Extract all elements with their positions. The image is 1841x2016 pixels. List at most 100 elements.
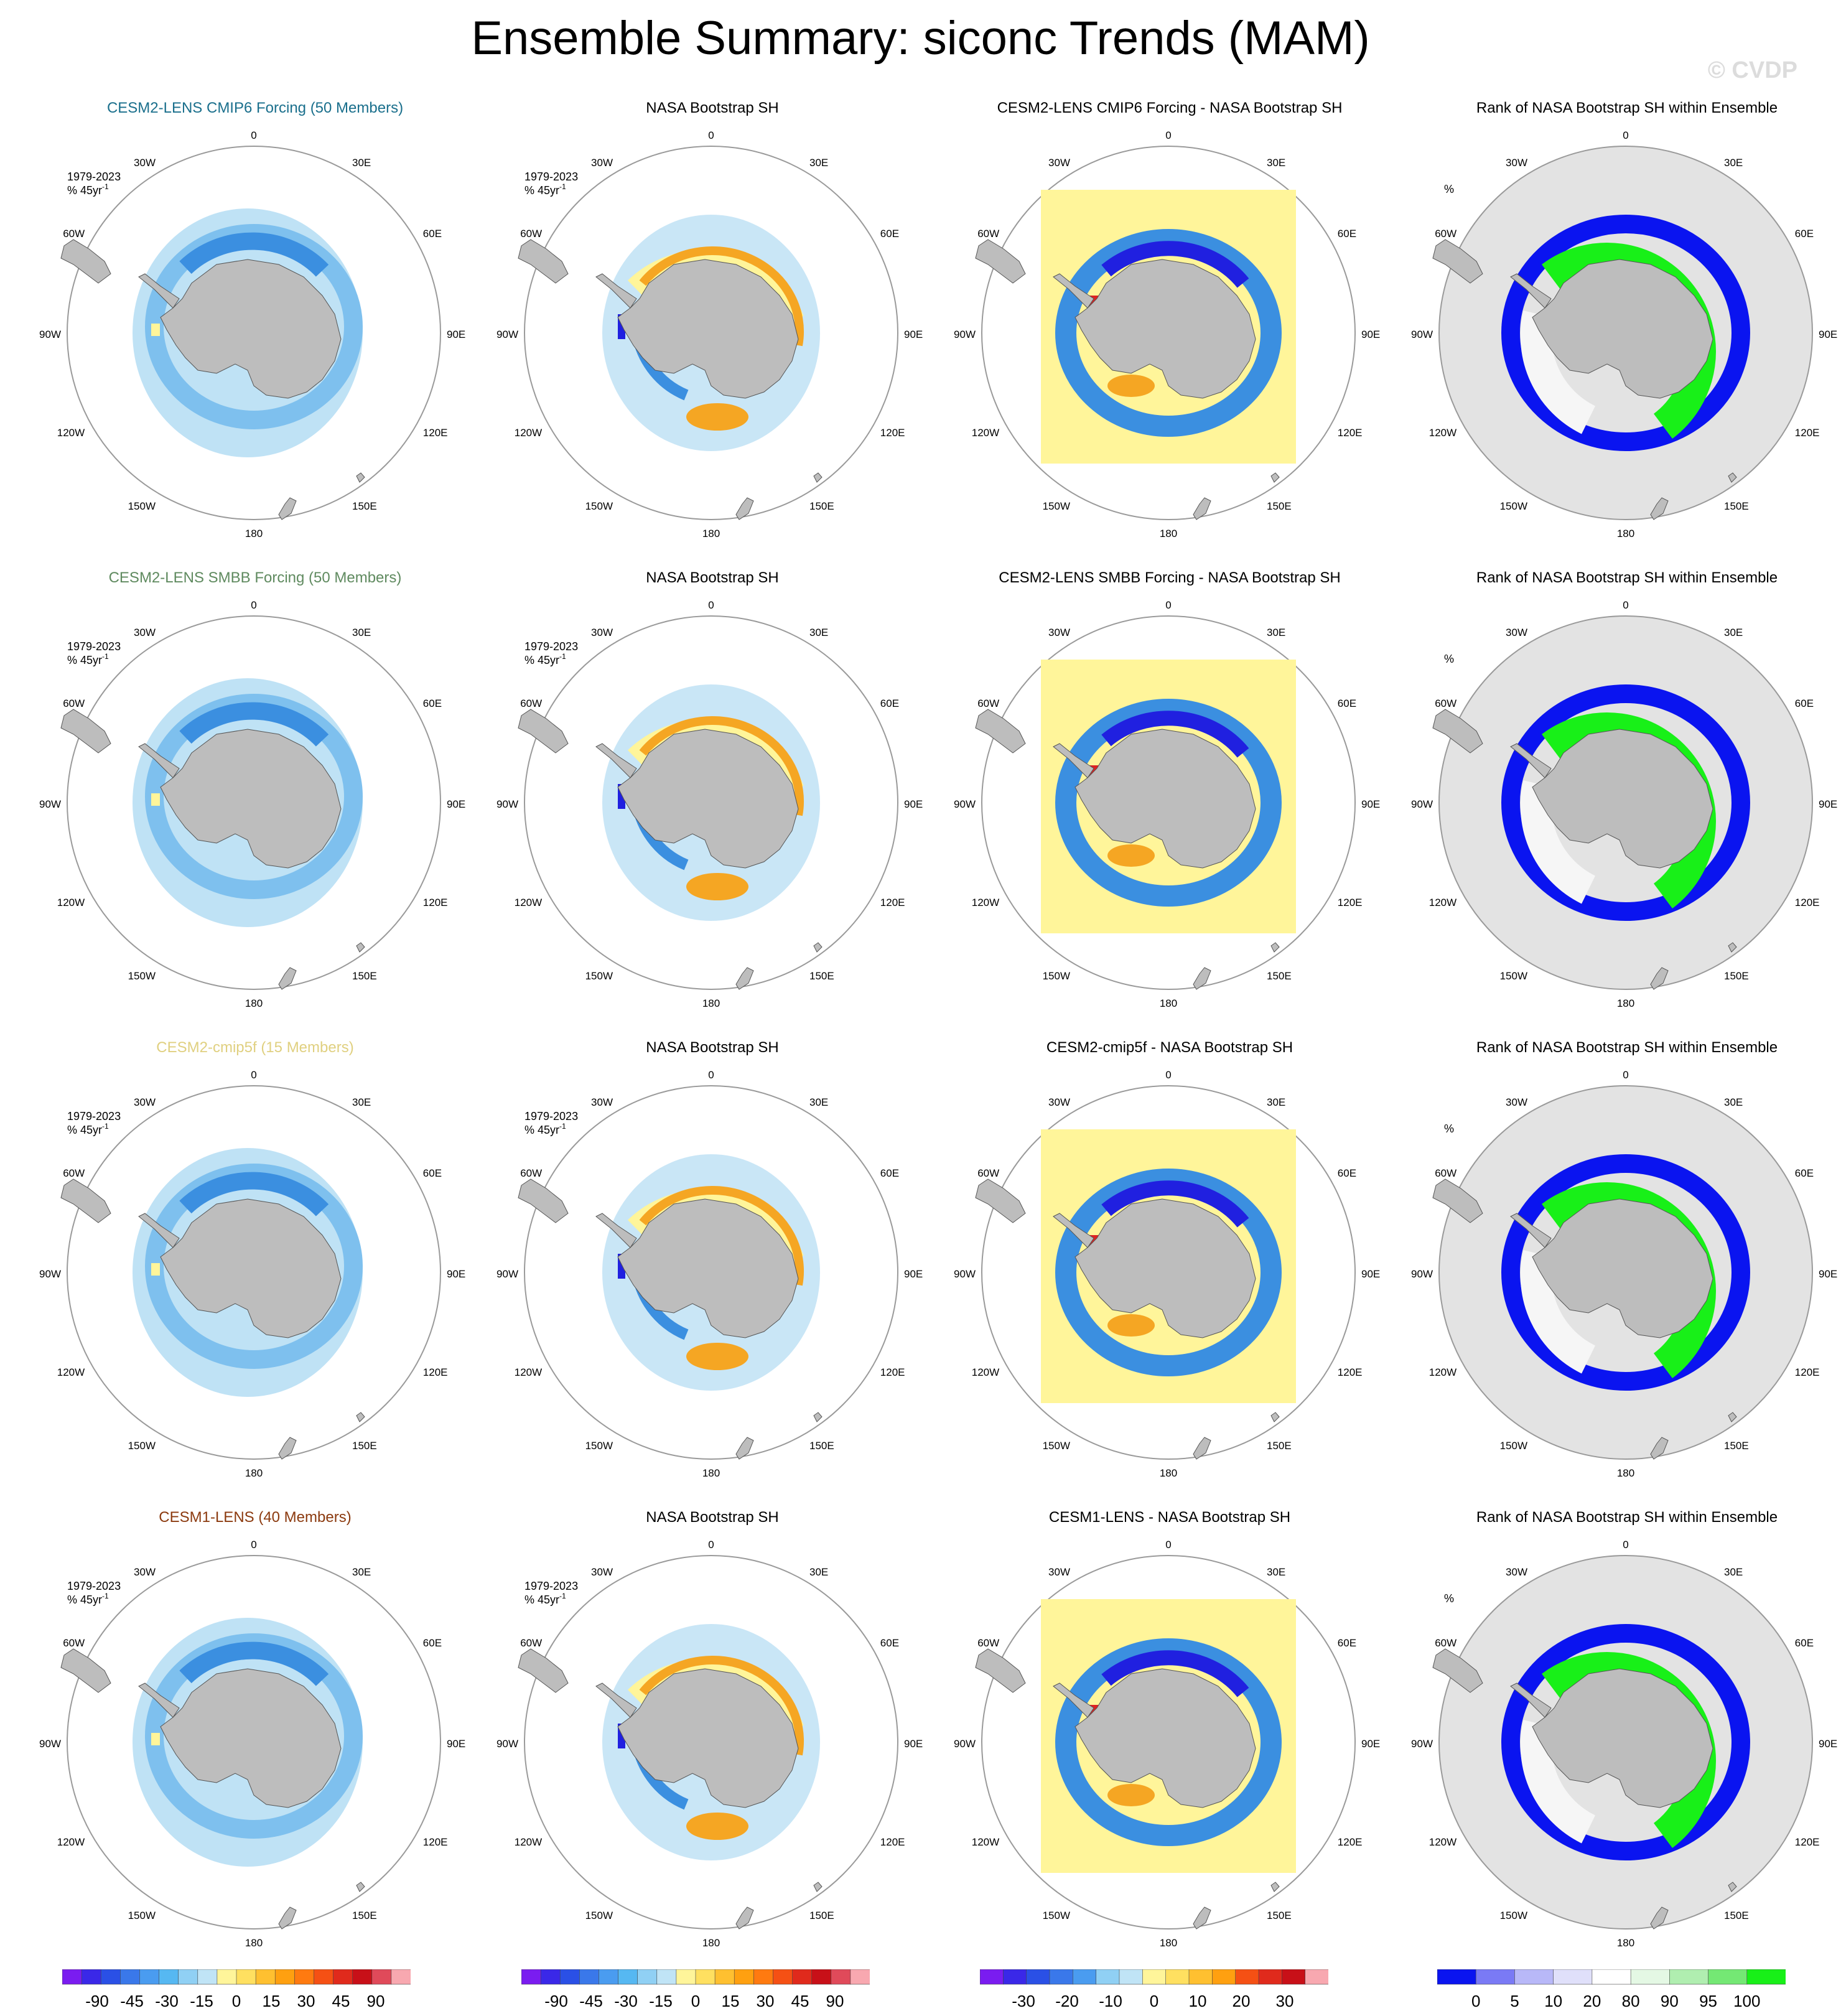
- longitude-label-upper-right-1: 30E: [352, 627, 371, 638]
- colorbar-tick-label: 30: [1275, 1992, 1294, 2010]
- antarctic-peninsula-land: [1510, 273, 1552, 309]
- diff-panel-title: CESM2-LENS SMBB Forcing - NASA Bootstrap…: [999, 569, 1341, 586]
- colorbar-swatch: [656, 1969, 677, 1985]
- diff-panel-title: CESM1-LENS - NASA Bootstrap SH: [1048, 1509, 1291, 1526]
- longitude-label-lower-left-2: 150W: [1500, 1910, 1527, 1921]
- longitude-label-lower-right-1: 120E: [880, 1836, 905, 1848]
- obs-panel-title: NASA Bootstrap SH: [646, 100, 779, 116]
- colorbar-tick-label: 45: [332, 1992, 350, 2010]
- diff-polar-plot: 0 180 90W 90E 30W 60W 30E 60E 120W 150W 120E 150E: [954, 1539, 1380, 1949]
- rank-map: [1432, 1555, 1813, 1930]
- longitude-label-lower-left-1: 120W: [57, 1366, 85, 1378]
- longitude-label-bottom: 180: [1160, 528, 1177, 539]
- diff-panel: CESM2-cmip5f - NASA Bootstrap SH 0 180 90W 9…: [939, 1039, 1380, 1500]
- longitude-label-upper-right-1: 30E: [1267, 1566, 1285, 1578]
- colorbar-swatch: [1305, 1969, 1328, 1985]
- rank-panel-title: Rank of NASA Bootstrap SH within Ensembl…: [1476, 100, 1778, 116]
- longitude-label-right: 90E: [1361, 1738, 1380, 1750]
- longitude-label-left: 90W: [1411, 1738, 1433, 1750]
- period-label: 1979-2023: [67, 170, 121, 183]
- longitude-label-upper-right-1: 30E: [1724, 1566, 1743, 1578]
- trend-field-positive: [151, 324, 160, 336]
- colorbar-swatch: [753, 1969, 774, 1985]
- model-panel-title: CESM2-cmip5f (15 Members): [156, 1039, 354, 1056]
- rank-polar-plot: 0 180 90W 90E 30W 60W 30E 60E 120W 150W 120E 150E%: [1411, 1539, 1837, 1949]
- colorbar-swatch: [333, 1969, 353, 1985]
- units-superscript: -1: [559, 1122, 566, 1131]
- colorbar-tick-label: 0: [231, 1992, 241, 2010]
- new-zealand-land: [1193, 967, 1211, 990]
- longitude-label-upper-left-2: 60W: [520, 698, 542, 709]
- trend-field-ross-sea: [686, 403, 748, 431]
- colorbar-tick-label: -30: [614, 1992, 638, 2010]
- colorbar-tick-label: 90: [826, 1992, 844, 2010]
- longitude-label-upper-left-2: 60W: [1435, 698, 1456, 709]
- colorbar-swatch: [371, 1969, 392, 1985]
- rank-field-white: [1520, 1720, 1596, 1844]
- south-america-land: [518, 1178, 569, 1223]
- longitude-label-top: 0: [251, 1539, 256, 1551]
- south-america-land: [518, 1648, 569, 1693]
- colorbar-swatches: [521, 1969, 870, 1985]
- new-zealand-land: [1193, 1437, 1211, 1460]
- longitude-label-upper-right-2: 60E: [423, 1637, 442, 1649]
- antarctic-peninsula-land: [138, 273, 180, 309]
- longitude-label-lower-right-2: 150E: [1724, 1910, 1749, 1921]
- colorbar-rank: 0 5 10 20 80 90 95 100: [1437, 1969, 1786, 2013]
- period-label: 1979-2023: [524, 640, 578, 653]
- south-america-land: [60, 1178, 111, 1223]
- obs-polar-plot: 0 180 90W 90E 30W 60W 30E 60E 120W 150W 120E 150E 19…: [496, 1539, 923, 1949]
- trend-field-orange-ring: [639, 1185, 804, 1286]
- antarctic-peninsula-land: [595, 1682, 637, 1718]
- longitude-label-right: 90E: [1361, 798, 1380, 810]
- longitude-label-bottom: 180: [1160, 1937, 1177, 1949]
- longitude-label-upper-right-1: 30E: [1724, 627, 1743, 638]
- colorbar-swatch: [980, 1969, 1004, 1985]
- diff-panel: CESM2-LENS SMBB Forcing - NASA Bootstrap…: [939, 569, 1380, 1030]
- colorbar-swatch: [637, 1969, 658, 1985]
- island-land: [813, 1412, 823, 1422]
- trend-field-positive: [151, 1733, 160, 1745]
- obs-map: [518, 1555, 898, 1930]
- longitude-label-upper-left-2: 60W: [63, 1637, 85, 1649]
- rank-field-blue-ring: [1501, 684, 1750, 921]
- antarctic-peninsula-land: [595, 273, 637, 309]
- longitude-label-upper-left-1: 30W: [134, 1096, 156, 1108]
- obs-panel: NASA Bootstrap SH 0 180 90W 90E 30W 60W 30E 60E 1…: [482, 569, 923, 1030]
- colorbar-swatch: [62, 1969, 82, 1985]
- island-land: [1728, 472, 1737, 483]
- longitude-label-upper-right-2: 60E: [423, 1167, 442, 1179]
- rank-field-white: [1520, 310, 1596, 434]
- units-superscript: -1: [559, 652, 566, 661]
- longitude-label-lower-left-1: 120W: [515, 427, 542, 439]
- colorbar-swatch: [236, 1969, 256, 1985]
- longitude-label-lower-right-2: 150E: [1724, 970, 1749, 982]
- period-label: 1979-2023: [524, 1110, 578, 1122]
- colorbar-difference: -30 -20 -10 0 10 20 30: [980, 1969, 1328, 2013]
- difference-field-ring: [1055, 1638, 1282, 1846]
- colorbar-swatch: [1282, 1969, 1306, 1985]
- longitude-label-right: 90E: [904, 1738, 923, 1750]
- longitude-label-lower-left-1: 120W: [1429, 897, 1456, 908]
- south-america-land: [975, 709, 1026, 754]
- longitude-label-upper-left-1: 30W: [1048, 1096, 1070, 1108]
- new-zealand-land: [1193, 1906, 1211, 1930]
- colorbar-swatch: [850, 1969, 870, 1985]
- island-land: [1728, 1412, 1737, 1422]
- longitude-label-upper-left-1: 30W: [1506, 157, 1527, 169]
- trend-field-strong: [179, 1172, 329, 1216]
- longitude-label-upper-left-1: 30W: [1048, 1566, 1070, 1578]
- longitude-label-lower-right-1: 120E: [880, 897, 905, 908]
- colorbar-swatch: [618, 1969, 638, 1985]
- longitude-label-upper-right-2: 60E: [1338, 1167, 1356, 1179]
- longitude-label-top: 0: [1623, 599, 1628, 611]
- longitude-label-lower-right-2: 150E: [1724, 500, 1749, 512]
- longitude-label-top: 0: [708, 599, 714, 611]
- obs-polar-plot: 0 180 90W 90E 30W 60W 30E 60E 120W 150W 120E 150E 19…: [496, 1069, 923, 1479]
- longitude-label-bottom: 180: [1617, 1467, 1634, 1479]
- antarctic-peninsula-land: [1510, 743, 1552, 778]
- longitude-label-upper-left-1: 30W: [1506, 1566, 1527, 1578]
- longitude-label-left: 90W: [1411, 329, 1433, 340]
- obs-panel: NASA Bootstrap SH 0 180 90W 90E 30W 60W 30E 60E 1…: [482, 1509, 923, 1969]
- units-label: % 45yr-1: [524, 1122, 566, 1136]
